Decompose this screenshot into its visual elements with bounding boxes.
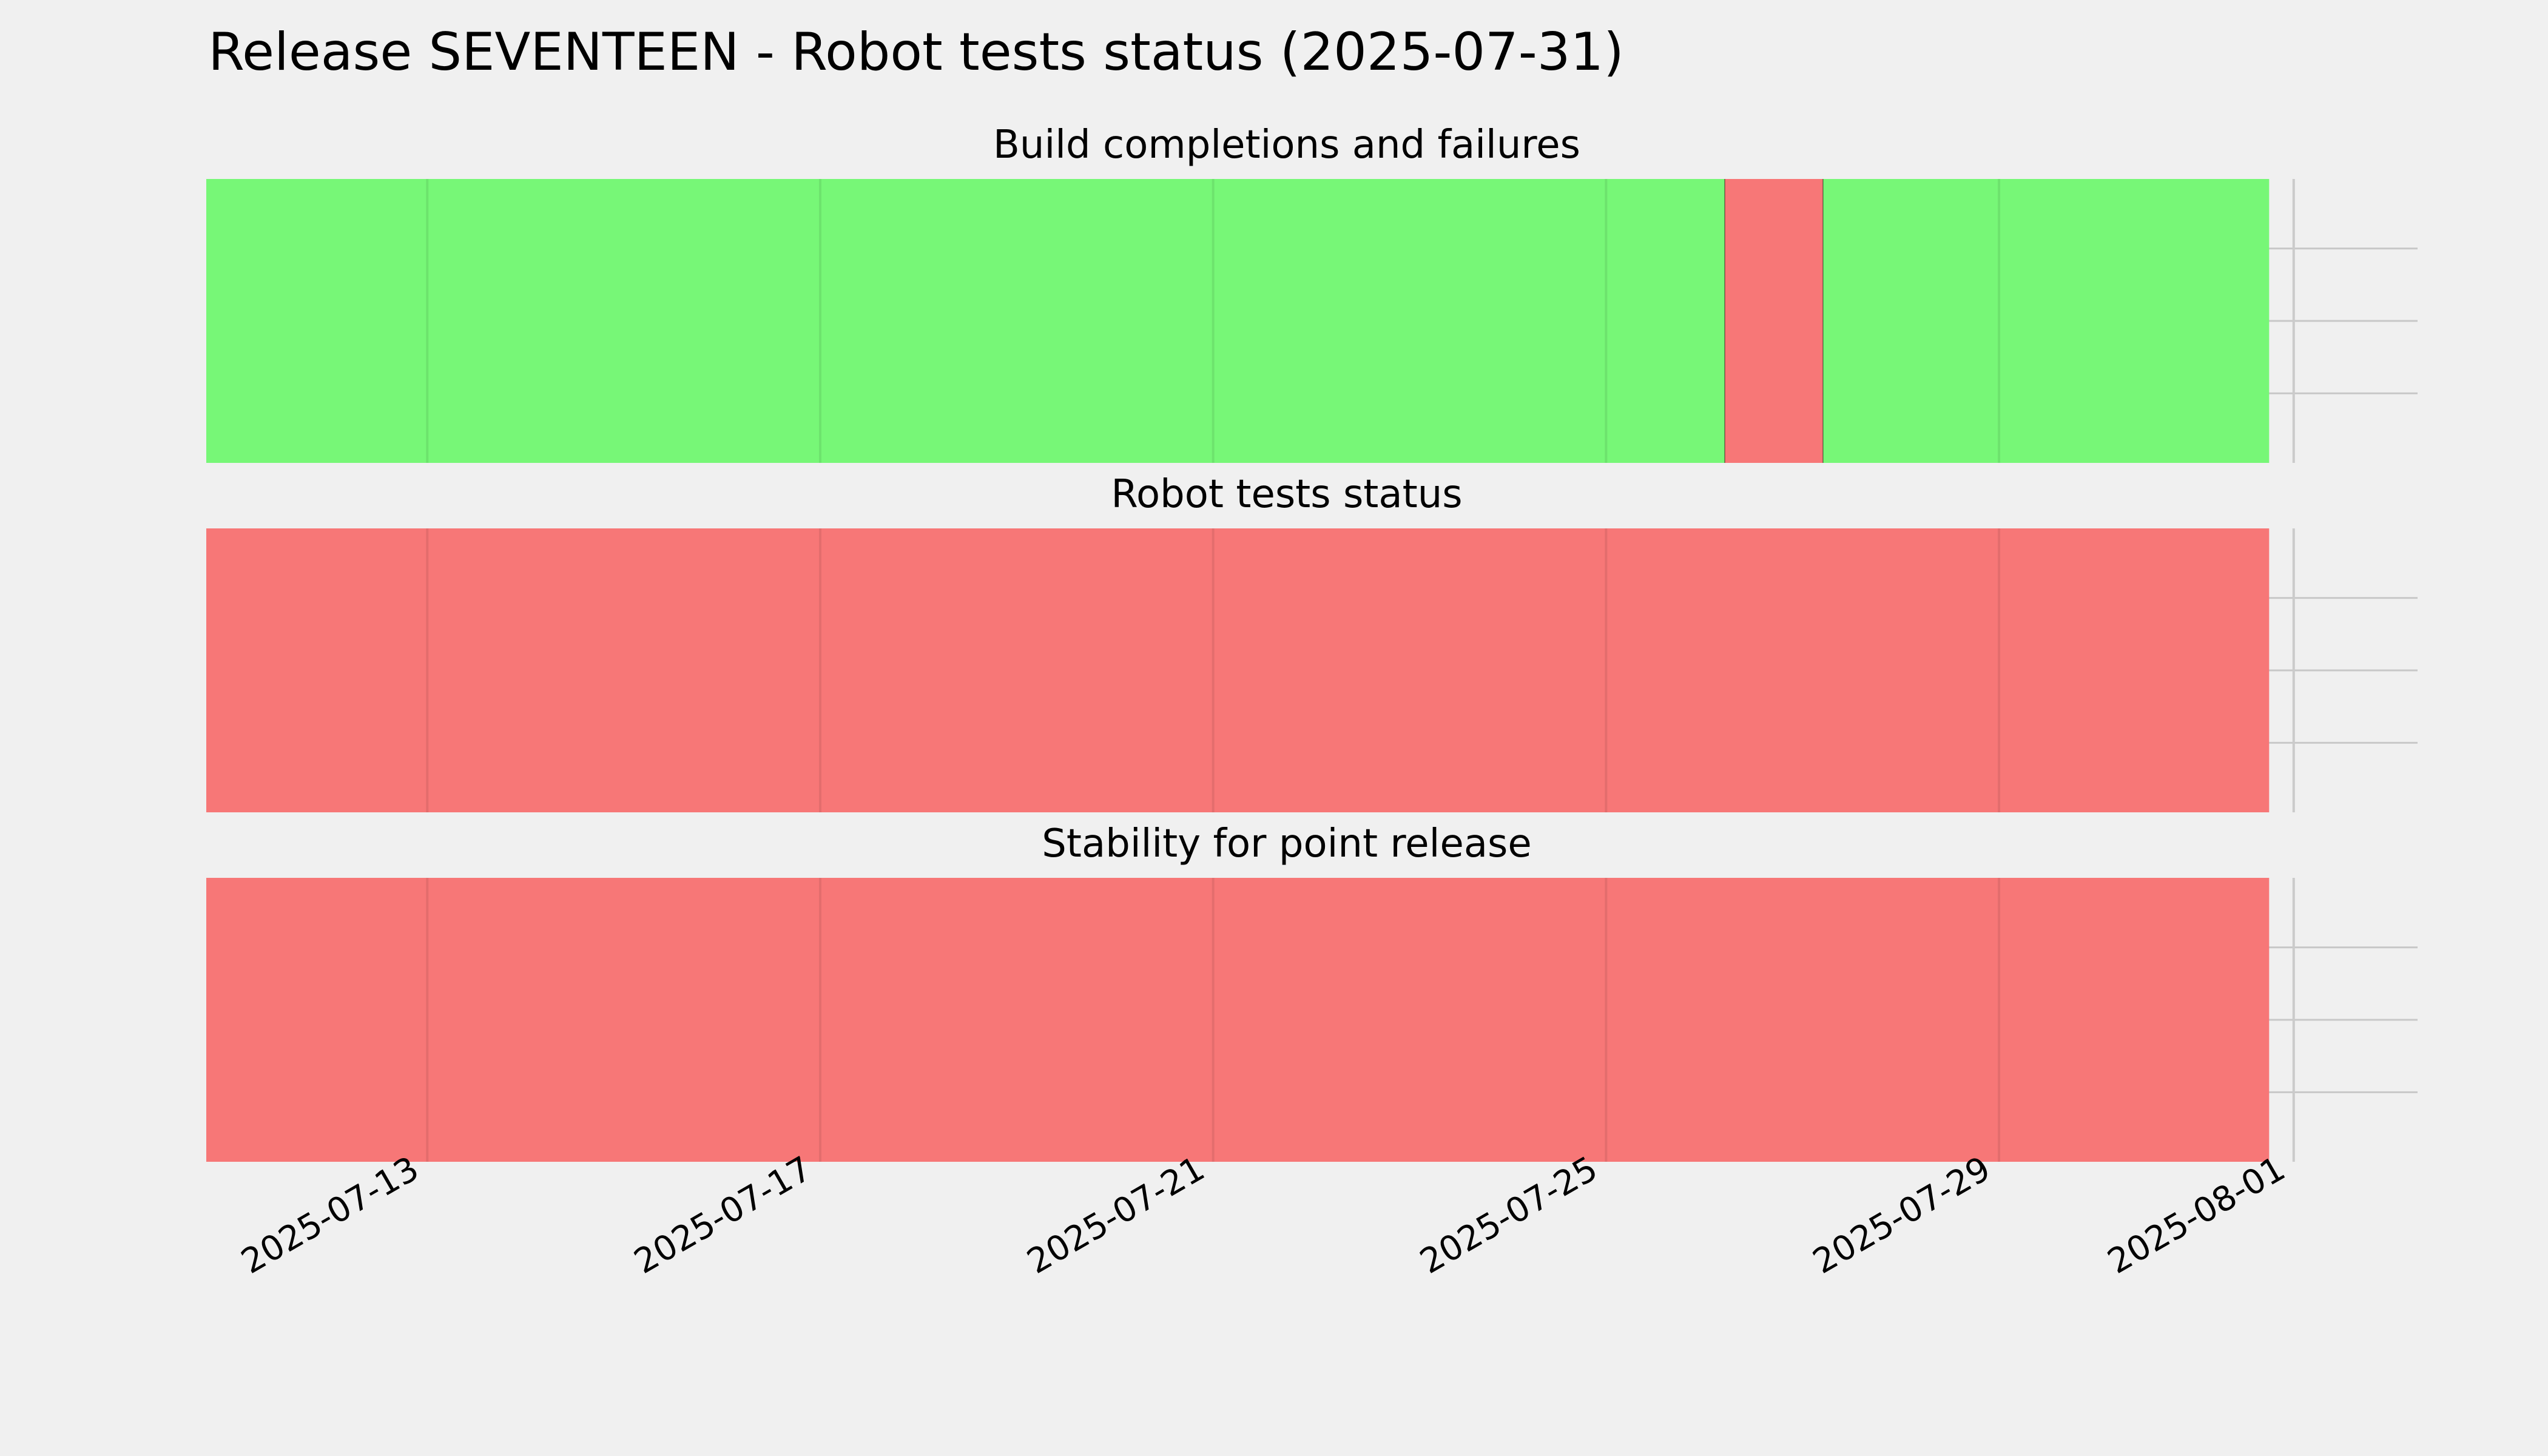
x-tick-label: 2025-07-17 <box>628 1149 818 1282</box>
status-segment-success <box>206 179 1725 463</box>
x-tick-label: 2025-07-13 <box>235 1149 425 1282</box>
panel-title: Stability for point release <box>1042 821 1532 866</box>
panel-3: Stability for point release <box>206 821 2418 1162</box>
x-tick-label: 2025-07-29 <box>1807 1149 1997 1282</box>
panel-title: Robot tests status <box>1111 472 1462 517</box>
status-segment-failure <box>1725 179 1823 463</box>
x-tick-label: 2025-07-21 <box>1020 1149 1211 1282</box>
panel-title: Build completions and failures <box>993 123 1580 167</box>
chart-title: Release SEVENTEEN - Robot tests status (… <box>208 22 1624 83</box>
status-segment-failure <box>206 528 2270 812</box>
x-tick-label: 2025-07-25 <box>1414 1149 1604 1282</box>
status-segment-success <box>1822 179 2270 463</box>
x-tick-label: 2025-08-01 <box>2101 1149 2291 1282</box>
panel-2: Robot tests status <box>206 472 2418 812</box>
panel-1: Build completions and failures <box>206 123 2418 463</box>
x-axis-ticks: 2025-07-13 2025-07-17 2025-07-21 2025-07-25… <box>235 1149 2292 1282</box>
status-segment-failure <box>206 878 2270 1162</box>
